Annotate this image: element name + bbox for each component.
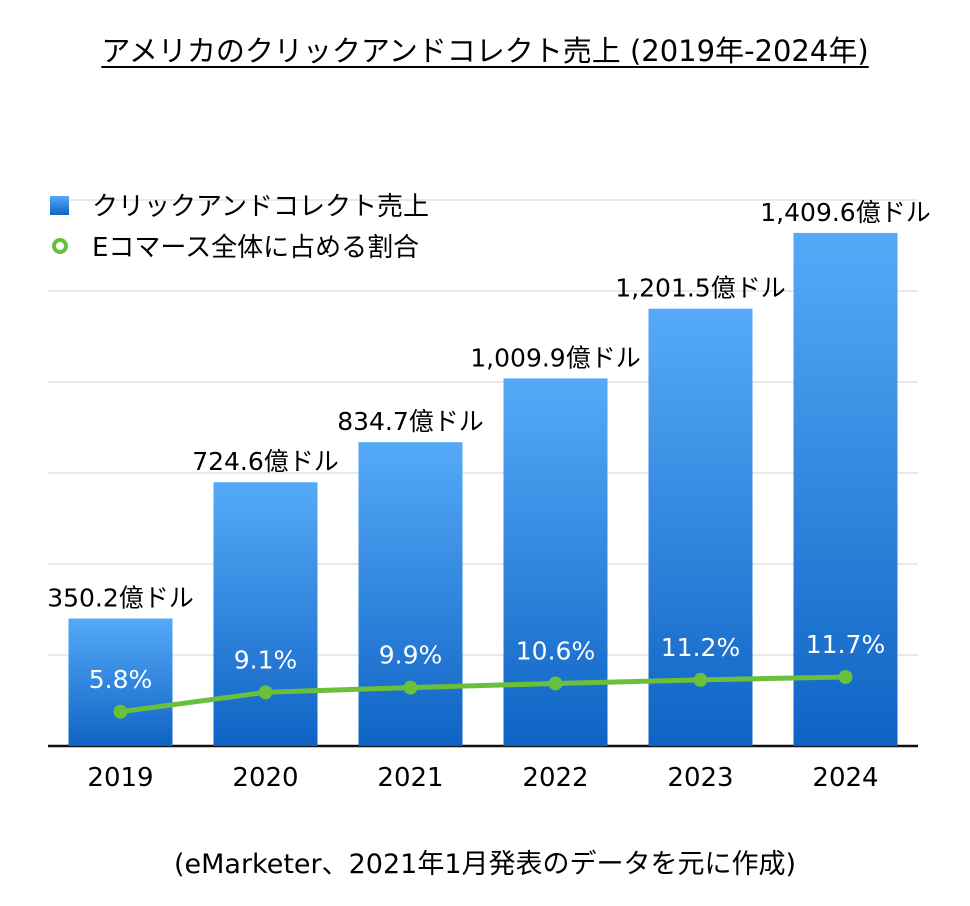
bar xyxy=(213,482,318,746)
x-tick-label: 2023 xyxy=(667,763,733,793)
bar xyxy=(793,232,898,747)
share-point xyxy=(838,669,853,684)
bar xyxy=(503,378,608,746)
share-line xyxy=(120,674,846,715)
share-point xyxy=(258,685,273,700)
share-value-label: 9.9% xyxy=(379,641,443,670)
share-point xyxy=(113,704,128,719)
legend-line-label: Eコマース全体に占める割合 xyxy=(92,233,419,263)
x-tick-label: 2021 xyxy=(377,763,443,793)
share-value-label: 9.1% xyxy=(234,645,298,674)
bar xyxy=(358,442,463,746)
bar xyxy=(68,618,173,746)
share-point xyxy=(548,676,563,691)
share-point xyxy=(403,680,418,695)
share-value-label: 11.7% xyxy=(806,630,885,659)
bar-value-label: 350.2億ドル xyxy=(47,584,194,613)
chart-title: アメリカのクリックアンドコレクト売上 (2019年-2024年) xyxy=(101,34,869,68)
legend-line-marker xyxy=(52,238,68,254)
share-value-label: 5.8% xyxy=(89,665,153,694)
bar-value-label: 1,201.5億ドル xyxy=(615,274,785,303)
x-tick-label: 2019 xyxy=(87,763,153,793)
bar-value-label: 1,409.6億ドル xyxy=(760,198,930,227)
x-tick-label: 2022 xyxy=(522,763,588,793)
x-tick-label: 2020 xyxy=(232,763,298,793)
bar-value-label: 1,009.9億ドル xyxy=(470,343,640,372)
bar-value-label: 834.7億ドル xyxy=(337,407,484,436)
x-tick-label: 2024 xyxy=(812,763,878,793)
bar-value-label: 724.6億ドル xyxy=(192,447,339,476)
share-value-label: 11.2% xyxy=(661,633,740,662)
share-value-label: 10.6% xyxy=(516,636,595,665)
legend-bar-label: クリックアンドコレクト売上 xyxy=(92,192,429,222)
source-note: (eMarketer、2021年1月発表のデータを元に作成) xyxy=(173,849,797,880)
legend-bar-swatch xyxy=(50,196,69,215)
share-point xyxy=(693,672,708,687)
